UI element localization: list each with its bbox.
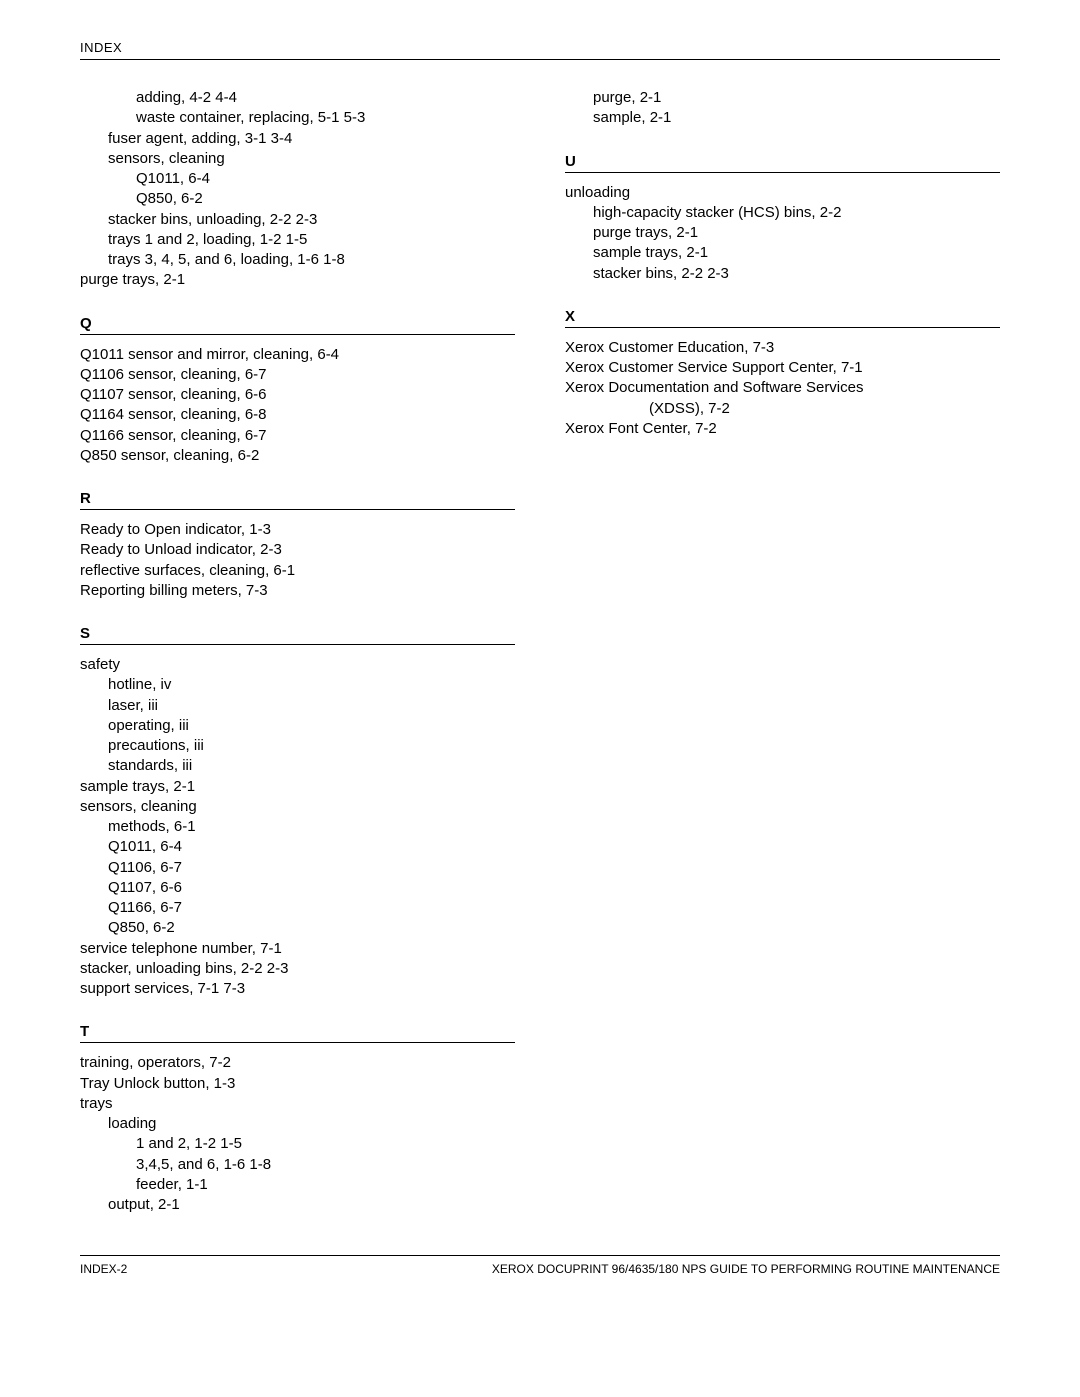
index-entry: Q1011, 6-4 (80, 837, 515, 857)
index-entry: Xerox Customer Education, 7-3 (565, 338, 1000, 358)
page-header: INDEX (80, 40, 1000, 60)
index-entry: Xerox Customer Service Support Center, 7… (565, 358, 1000, 378)
index-entry: Ready to Open indicator, 1-3 (80, 520, 515, 540)
index-entry: Tray Unlock button, 1-3 (80, 1074, 515, 1094)
index-entry: Ready to Unload indicator, 2-3 (80, 540, 515, 560)
index-entry: Q1107, 6-6 (80, 878, 515, 898)
index-entry: stacker bins, 2-2 2-3 (565, 264, 1000, 284)
index-entry: precautions, iii (80, 736, 515, 756)
index-entry: Q1011, 6-4 (80, 169, 515, 189)
index-entry: purge trays, 2-1 (80, 270, 515, 290)
index-entry: sample, 2-1 (565, 108, 1000, 128)
index-entry: trays 1 and 2, loading, 1-2 1-5 (80, 230, 515, 250)
index-entry: Xerox Font Center, 7-2 (565, 419, 1000, 439)
index-entry: Q1011 sensor and mirror, cleaning, 6-4 (80, 345, 515, 365)
index-entry: Q850, 6-2 (80, 918, 515, 938)
section-letter: R (80, 490, 515, 510)
index-entry: Q850, 6-2 (80, 189, 515, 209)
index-entry: Xerox Documentation and Software Service… (565, 378, 1000, 398)
index-entry: sample trays, 2-1 (565, 243, 1000, 263)
index-entry: output, 2-1 (80, 1195, 515, 1215)
section-letter: X (565, 308, 1000, 328)
index-entry: feeder, 1-1 (80, 1175, 515, 1195)
index-entry: 3,4,5, and 6, 1-6 1-8 (80, 1155, 515, 1175)
index-entry: purge, 2-1 (565, 88, 1000, 108)
footer-page-number: INDEX-2 (80, 1262, 127, 1276)
section-letter: Q (80, 315, 515, 335)
index-entry: standards, iii (80, 756, 515, 776)
right-column: purge, 2-1sample, 2-1 Uunloadinghigh-capa… (565, 88, 1000, 1215)
index-entry: Q1166, 6-7 (80, 898, 515, 918)
index-entry: stacker bins, unloading, 2-2 2-3 (80, 210, 515, 230)
index-entry: service telephone number, 7-1 (80, 939, 515, 959)
index-entry: methods, 6-1 (80, 817, 515, 837)
index-entry: Q1106 sensor, cleaning, 6-7 (80, 365, 515, 385)
index-entry: Q1107 sensor, cleaning, 6-6 (80, 385, 515, 405)
index-entry: sample trays, 2-1 (80, 777, 515, 797)
index-entry: reflective surfaces, cleaning, 6-1 (80, 561, 515, 581)
index-entry: stacker, unloading bins, 2-2 2-3 (80, 959, 515, 979)
index-entry: trays (80, 1094, 515, 1114)
index-entry: purge trays, 2-1 (565, 223, 1000, 243)
index-entry: support services, 7-1 7-3 (80, 979, 515, 999)
index-entry: sensors, cleaning (80, 149, 515, 169)
index-columns: adding, 4-2 4-4waste container, replacin… (80, 88, 1000, 1215)
index-entry: Reporting billing meters, 7-3 (80, 581, 515, 601)
index-entry: hotline, iv (80, 675, 515, 695)
index-entry: (XDSS), 7-2 (565, 399, 1000, 419)
index-entry: trays 3, 4, 5, and 6, loading, 1-6 1-8 (80, 250, 515, 270)
index-entry: waste container, replacing, 5-1 5-3 (80, 108, 515, 128)
index-page: INDEX adding, 4-2 4-4waste container, re… (0, 0, 1080, 1316)
left-column: adding, 4-2 4-4waste container, replacin… (80, 88, 515, 1215)
section-letter: U (565, 153, 1000, 173)
index-entry: Q1106, 6-7 (80, 858, 515, 878)
index-entry: fuser agent, adding, 3-1 3-4 (80, 129, 515, 149)
index-entry: safety (80, 655, 515, 675)
index-entry: Q850 sensor, cleaning, 6-2 (80, 446, 515, 466)
section-letter: S (80, 625, 515, 645)
section-letter: T (80, 1023, 515, 1043)
index-entry: high-capacity stacker (HCS) bins, 2-2 (565, 203, 1000, 223)
index-entry: adding, 4-2 4-4 (80, 88, 515, 108)
index-entry: training, operators, 7-2 (80, 1053, 515, 1073)
index-entry: operating, iii (80, 716, 515, 736)
index-entry: Q1166 sensor, cleaning, 6-7 (80, 426, 515, 446)
index-entry: laser, iii (80, 696, 515, 716)
index-entry: unloading (565, 183, 1000, 203)
index-entry: sensors, cleaning (80, 797, 515, 817)
page-footer: INDEX-2 XEROX DOCUPRINT 96/4635/180 NPS … (80, 1255, 1000, 1276)
index-entry: loading (80, 1114, 515, 1134)
index-entry: 1 and 2, 1-2 1-5 (80, 1134, 515, 1154)
footer-document-title: XEROX DOCUPRINT 96/4635/180 NPS GUIDE TO… (492, 1262, 1000, 1276)
index-entry: Q1164 sensor, cleaning, 6-8 (80, 405, 515, 425)
